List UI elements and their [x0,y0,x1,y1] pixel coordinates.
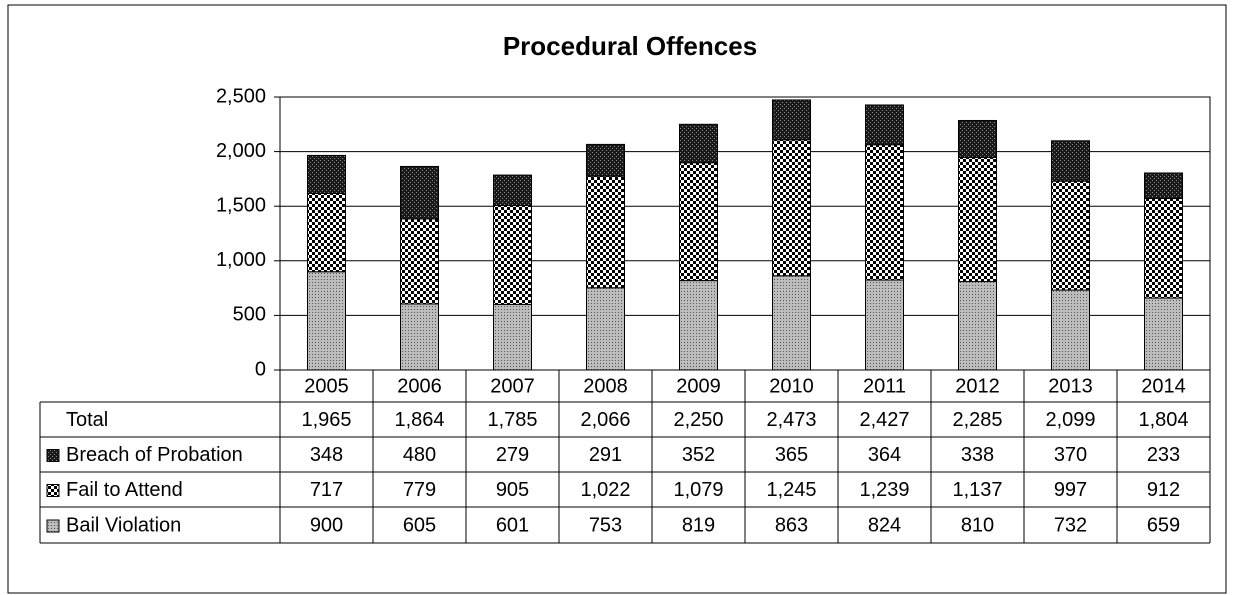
bar-segment [679,123,718,164]
table-cell: 605 [403,514,436,536]
chart-title: Procedural Offences [503,31,757,61]
table-cell: 819 [682,514,715,536]
x-tick-label: 2008 [583,375,628,397]
table-cell: 1,245 [766,479,816,501]
table-cell: 659 [1147,514,1180,536]
x-tick-label: 2007 [490,375,535,397]
table-cell: 601 [496,514,529,536]
y-tick-label: 500 [233,304,266,326]
table-cell: 348 [310,444,343,466]
bar-segment [586,143,625,177]
table-cell: 2,099 [1045,409,1095,431]
table-cell: 1,137 [952,479,1002,501]
bar-segment [958,281,997,371]
bar-segment [307,192,346,273]
table-cell: 1,864 [394,409,444,431]
bar-segment [400,165,439,220]
bar-segment [1051,289,1090,371]
table-cell: 279 [496,444,529,466]
table-cell: 824 [868,514,901,536]
legend-swatch [46,449,60,462]
x-tick-label: 2010 [769,375,814,397]
table-cell: 863 [775,514,808,536]
bar-segment [772,99,811,141]
table-cell: 291 [589,444,622,466]
frame [7,4,1227,594]
bar-segment [493,205,532,305]
table-cell: 900 [310,514,343,536]
bar-segment [772,275,811,371]
table-cell: 779 [403,479,436,501]
table-cell: 233 [1147,444,1180,466]
legend-label: Fail to Attend [66,479,183,501]
table-cell: 352 [682,444,715,466]
bar-segment [958,156,997,283]
bar-segment [493,174,532,207]
x-tick-label: 2006 [397,375,442,397]
table-cell: 1,785 [487,409,537,431]
bar-segment [307,271,346,371]
y-tick-label: 1,000 [216,249,266,271]
table-cell: 2,473 [766,409,816,431]
table-cell: 2,285 [952,409,1002,431]
bar-segment [772,139,811,277]
table-cell: 810 [961,514,994,536]
table-cell: 717 [310,479,343,501]
table-cell: 1,804 [1138,409,1188,431]
x-tick-label: 2011 [863,375,906,397]
table-cell: 912 [1147,479,1180,501]
table-cell: 480 [403,444,436,466]
table-cell: 997 [1054,479,1087,501]
table-cell: 753 [589,514,622,536]
table-cell: 1,079 [673,479,723,501]
bar-segment [307,154,346,194]
bar-segment [400,218,439,305]
table-cell: 1,022 [580,479,630,501]
y-tick-label: 0 [255,358,266,380]
table-cell: 1,239 [859,479,909,501]
legend-swatch [46,484,60,497]
x-tick-label: 2005 [304,375,349,397]
bar-segment [1144,297,1183,371]
x-tick-label: 2012 [955,375,1000,397]
legend-label: Bail Violation [66,514,181,536]
x-tick-label: 2009 [676,375,721,397]
y-tick-label: 2,500 [216,85,266,107]
table-cell: 2,250 [673,409,723,431]
table-cell: 2,427 [859,409,909,431]
bar-segment [586,287,625,371]
bar-segment [865,104,904,146]
table-cell: 732 [1054,514,1087,536]
bar-segment [493,303,532,371]
table-cell: 338 [961,444,994,466]
x-tick-label: 2013 [1048,375,1093,397]
x-tick-label: 2014 [1141,375,1186,397]
y-tick-label: 1,500 [216,194,266,216]
bar-segment [1144,197,1183,299]
bar-segment [586,175,625,289]
table-cell: 365 [775,444,808,466]
bar-segment [679,162,718,282]
table-cell: 2,066 [580,409,630,431]
y-tick-label: 2,000 [216,140,266,162]
bar-segment [1051,140,1090,182]
row-label: Total [66,409,108,431]
bar-segment [679,280,718,371]
table-cell: 364 [868,444,901,466]
table-cell: 905 [496,479,529,501]
bar-segment [1051,180,1090,291]
bar-segment [958,119,997,158]
table-cell: 370 [1054,444,1087,466]
bar-segment [400,303,439,371]
bar-segment [1144,172,1183,199]
legend-label: Breach of Probation [66,444,243,466]
bar-segment [865,279,904,371]
table-cell: 1,965 [301,409,351,431]
bar-segment [865,144,904,281]
legend-swatch [46,519,60,533]
